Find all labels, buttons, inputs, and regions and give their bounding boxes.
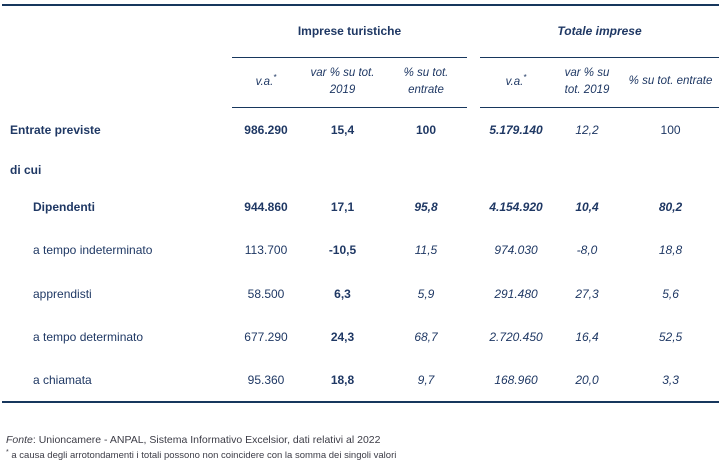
cell-value: 20,0 <box>575 372 599 387</box>
footnote-marker: * <box>6 448 9 456</box>
cell-value: 52,5 <box>658 329 683 344</box>
cell-value: 68,7 <box>414 329 438 344</box>
empty-corner-cell <box>2 57 232 107</box>
cell-value: 18,8 <box>330 372 355 387</box>
subheader-va-total: v.a.* <box>480 57 553 108</box>
group-gap <box>467 272 480 315</box>
table-row-di-cui: di cui <box>2 153 719 187</box>
cell-value: 291.480 <box>494 286 538 301</box>
subheader-var-2019-tourism: var % su tot. 2019 <box>300 57 385 108</box>
cell-value: 2.720.450 <box>489 329 543 344</box>
subheader-va-text: v.a. <box>255 76 274 89</box>
row-label: apprendisti <box>33 286 92 301</box>
cell-value: 3,3 <box>662 372 679 387</box>
cell-value: 10,4 <box>575 200 599 214</box>
group-gap <box>467 358 480 401</box>
group-gap <box>467 227 480 272</box>
cell-value: 15,4 <box>330 123 355 138</box>
cell-value: 5,9 <box>417 286 435 301</box>
asterisk-superscript: * <box>523 73 527 83</box>
fonte-label: Fonte <box>6 434 33 446</box>
cell-value: 168.960 <box>494 372 538 387</box>
cell-value: 974.030 <box>494 242 538 257</box>
footnote-line: * a causa degli arrotondamenti i totali … <box>6 448 721 462</box>
cell-value: 24,3 <box>330 329 355 344</box>
cell-value <box>385 153 467 187</box>
subheader-row: v.a.* var % su tot. 2019 % su tot. entra… <box>2 57 720 108</box>
group-gap <box>467 187 480 227</box>
row-label: a chiamata <box>33 372 92 387</box>
subheader-var-2019-total: var % su tot. 2019 <box>552 57 623 108</box>
cell-value: 58.500 <box>247 286 285 301</box>
cell-value: 100 <box>660 123 681 138</box>
cell-value <box>552 153 622 187</box>
cell-value: 16,4 <box>575 329 599 344</box>
group-gap <box>467 57 480 107</box>
group-header-totale-imprese: Totale imprese <box>480 6 720 58</box>
group-gap <box>467 315 480 358</box>
cell-value: -8,0 <box>576 242 598 257</box>
subheader-va-tourism: v.a.* <box>232 57 300 108</box>
cell-value: 944.860 <box>244 200 288 214</box>
table-row-a-tempo-indeterminato: a tempo indeterminato 113.700 -10,5 11,5… <box>2 227 719 272</box>
cell-value <box>300 153 385 187</box>
cell-value: 95,8 <box>414 200 438 214</box>
cell-value <box>232 153 300 187</box>
group-gap <box>467 153 480 187</box>
table-row-dipendenti: Dipendenti 944.860 17,1 95,8 4.154.920 1… <box>2 187 719 227</box>
row-label: Dipendenti <box>33 200 95 214</box>
subheader-pct-entrate-total: % su tot. entrate <box>622 57 720 108</box>
cell-value: 5.179.140 <box>489 123 543 138</box>
cell-value: 4.154.920 <box>489 200 543 214</box>
cell-value: 18,8 <box>658 242 683 257</box>
cell-value: 5,6 <box>662 286 679 301</box>
source-line: Fonte: Unioncamere - ANPAL, Sistema Info… <box>6 433 721 448</box>
cell-value: 17,1 <box>330 200 355 214</box>
table-row-entrate-previste: Entrate previste 986.290 15,4 100 5.179.… <box>2 107 719 153</box>
cell-value: 986.290 <box>244 123 288 138</box>
cell-value: 6,3 <box>334 286 351 301</box>
cell-value: 12,2 <box>575 123 599 138</box>
table-row-a-chiamata: a chiamata 95.360 18,8 9,7 168.960 20,0 … <box>2 358 719 401</box>
cell-value <box>480 153 552 187</box>
cell-value: 677.290 <box>244 329 288 344</box>
row-label: Entrate previste <box>10 123 101 137</box>
table-row-a-tempo-determinato: a tempo determinato 677.290 24,3 68,7 2.… <box>2 315 719 358</box>
cell-value: 95.360 <box>247 372 285 387</box>
subheader-va-text: v.a. <box>505 76 524 89</box>
row-label: a tempo indeterminato <box>33 242 153 257</box>
table-footer: Fonte: Unioncamere - ANPAL, Sistema Info… <box>6 433 721 462</box>
fonte-text: : Unioncamere - ANPAL, Sistema Informati… <box>32 434 381 446</box>
column-group-header-row: Imprese turistiche Totale imprese <box>2 6 720 58</box>
cell-value <box>622 153 719 187</box>
row-label: a tempo determinato <box>33 329 144 344</box>
cell-value: 113.700 <box>244 242 288 257</box>
cell-value: 9,7 <box>417 372 435 387</box>
group-header-imprese-turistiche: Imprese turistiche <box>232 6 468 58</box>
group-gap <box>467 107 480 153</box>
cell-value: -10,5 <box>328 242 357 257</box>
empty-corner-cell <box>2 6 232 57</box>
cell-value: 100 <box>415 123 437 138</box>
subheader-pct-entrate-tourism: % su tot. entrate <box>385 57 468 108</box>
cell-value: 80,2 <box>658 200 683 214</box>
footnote-text: a causa degli arrotondamenti i totali po… <box>8 449 397 461</box>
table-row-apprendisti: apprendisti 58.500 6,3 5,9 291.480 27,3 … <box>2 272 719 315</box>
statistics-table-frame: Imprese turistiche Totale imprese v.a.* … <box>2 4 720 403</box>
cell-value: 11,5 <box>414 242 438 257</box>
group-gap <box>467 6 480 57</box>
cell-value: 27,3 <box>575 286 599 301</box>
row-label: di cui <box>10 163 42 177</box>
entrate-previste-table: Imprese turistiche Totale imprese v.a.* … <box>2 6 720 401</box>
asterisk-superscript: * <box>273 73 277 83</box>
